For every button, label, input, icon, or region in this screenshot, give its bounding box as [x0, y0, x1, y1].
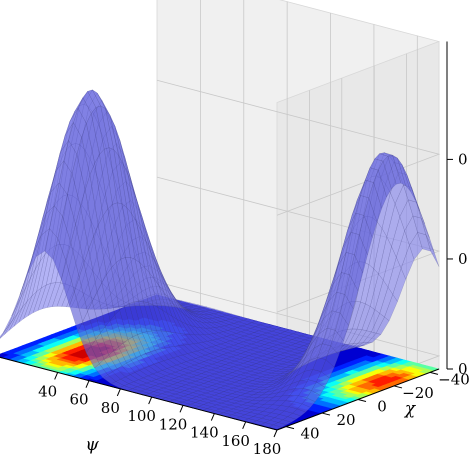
x-tick-label: 100	[127, 407, 156, 425]
x-tick-label: 160	[221, 432, 250, 450]
x-tick-mark	[54, 372, 59, 380]
surface-patch	[320, 359, 335, 379]
surface-patch	[382, 155, 397, 190]
x-tick-label: 40	[38, 382, 57, 400]
z-tick-label: 0	[458, 360, 468, 378]
grid-line	[156, 79, 441, 216]
surface-patch	[387, 154, 402, 185]
x-tick-label: 80	[101, 399, 120, 417]
surface-patch	[287, 412, 302, 420]
y-tick-label: 0	[377, 398, 387, 416]
y-tick-label: 40	[300, 425, 319, 443]
x-tick-mark	[242, 421, 247, 429]
x-tick-mark	[273, 429, 278, 438]
surface-patch	[330, 329, 344, 356]
surface-patch	[406, 174, 421, 211]
y-axis-ticks: −40−20 0 20 40	[285, 370, 470, 443]
y-tick-label: 20	[336, 411, 355, 429]
z-tick-label: 0	[458, 250, 468, 268]
x-tick-label: 120	[159, 415, 188, 433]
y-tick-mark	[285, 426, 295, 430]
x-axis-label: ψ	[85, 435, 99, 455]
y-tick-label: −40	[438, 370, 470, 388]
surface-patch	[335, 312, 349, 342]
x-tick-mark	[85, 380, 90, 388]
x-tick-mark	[148, 396, 153, 405]
surface-patch	[401, 164, 416, 200]
y-tick-mark	[321, 412, 331, 416]
x-tick-mark	[210, 413, 215, 421]
surface-patch	[268, 424, 283, 430]
z-tick-label: 0	[458, 150, 468, 168]
x-tick-label: 60	[69, 391, 88, 409]
x-tick-mark	[179, 405, 184, 413]
y-tick-mark	[429, 371, 439, 375]
y-tick-mark	[357, 399, 367, 402]
surface-patch	[344, 274, 359, 310]
x-tick-mark	[116, 388, 121, 397]
x-axis-line	[0, 356, 278, 431]
x-tick-label: 180	[253, 440, 282, 458]
surface-patch	[325, 345, 340, 368]
x-axis-ticks: 40 60 80 100 120 140 160 180	[38, 372, 281, 458]
y-axis-label: χ	[404, 399, 417, 419]
x-tick-label: 140	[190, 424, 219, 442]
surface-patch	[368, 181, 383, 223]
surface-patch	[354, 234, 368, 274]
y-tick-label: −20	[402, 384, 434, 402]
y-tick-mark	[393, 385, 403, 389]
surface-patch	[282, 416, 297, 423]
surface-mesh	[0, 89, 440, 430]
surface-patch	[378, 160, 392, 198]
z-axis-ticks: 0 0 0	[447, 150, 468, 378]
